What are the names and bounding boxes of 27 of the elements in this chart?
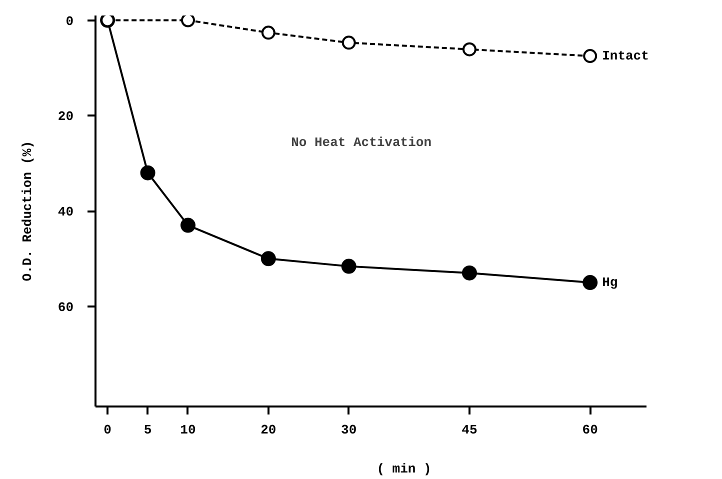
point bbox=[583, 49, 598, 64]
x-tick-label: 20 bbox=[260, 422, 276, 438]
point bbox=[341, 258, 356, 274]
point bbox=[462, 42, 476, 56]
x-tick-label: 60 bbox=[582, 422, 598, 438]
point bbox=[260, 251, 276, 266]
point bbox=[140, 165, 156, 180]
series-label: Intact bbox=[602, 48, 649, 64]
point bbox=[342, 36, 356, 50]
series-label: Hg bbox=[602, 275, 618, 290]
annotation: No Heat Activation bbox=[291, 135, 432, 150]
point bbox=[582, 275, 598, 290]
y-tick-label: 20 bbox=[58, 109, 74, 124]
y-axis-title: O.D. Reduction (%) bbox=[20, 140, 35, 282]
x-axis-title: ( min ) bbox=[376, 462, 432, 476]
y-tick-label: 0 bbox=[66, 14, 74, 29]
x-tick-label: 30 bbox=[341, 422, 357, 438]
y-tick-label: 60 bbox=[58, 300, 74, 315]
x-tick-label: 10 bbox=[180, 422, 196, 438]
point bbox=[180, 16, 195, 28]
x-tick-label: 0 bbox=[104, 422, 112, 438]
x-tick-label: 45 bbox=[462, 422, 478, 438]
point bbox=[180, 218, 196, 233]
point bbox=[261, 26, 276, 40]
y-tick-label: 40 bbox=[58, 204, 74, 220]
point bbox=[462, 266, 477, 280]
x-tick-label: 5 bbox=[144, 422, 152, 438]
